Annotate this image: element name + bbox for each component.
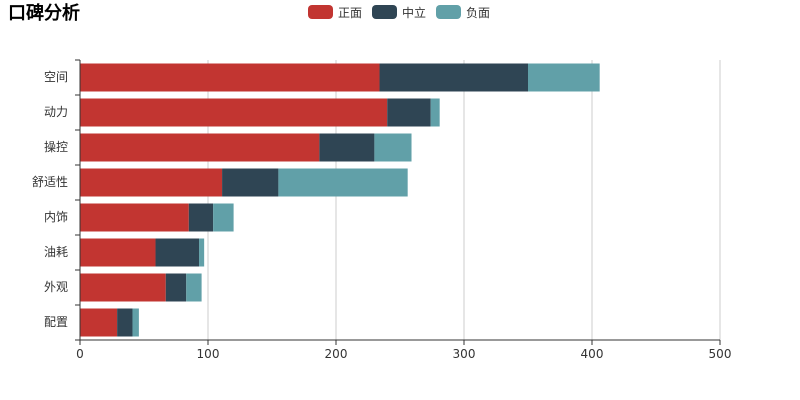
bar-操控-正面 [80, 133, 320, 162]
x-tick-label-2: 200 [325, 347, 348, 361]
bar-空间-负面 [528, 63, 600, 92]
legend: 正面 中立 负面 [308, 3, 500, 21]
bar-外观-中立 [165, 273, 187, 302]
bar-内饰-正面 [80, 203, 189, 232]
bar-舒适性-负面 [278, 168, 408, 197]
bar-外观-正面 [80, 273, 166, 302]
bar-油耗-正面 [80, 238, 156, 267]
x-tick-label-1: 100 [197, 347, 220, 361]
y-tick-label-4: 内饰 [44, 210, 68, 224]
legend-swatch-neutral [372, 5, 398, 19]
legend-item-positive[interactable]: 正面 [308, 4, 362, 21]
y-tick-label-0: 空间 [44, 70, 68, 84]
x-tick-label-3: 300 [453, 347, 476, 361]
bar-配置-中立 [117, 308, 133, 337]
y-tick-label-6: 外观 [44, 280, 68, 294]
bar-动力-中立 [387, 98, 431, 127]
bar-油耗-负面 [199, 238, 205, 267]
bar-舒适性-正面 [80, 168, 223, 197]
bar-动力-正面 [80, 98, 388, 127]
legend-label-negative: 负面 [466, 5, 491, 20]
bar-配置-正面 [80, 308, 118, 337]
bar-配置-负面 [132, 308, 139, 337]
legend-label-neutral: 中立 [402, 5, 427, 20]
bar-外观-负面 [186, 273, 202, 302]
y-tick-label-3: 舒适性 [32, 175, 68, 189]
bar-操控-负面 [374, 133, 412, 162]
y-tick-label-2: 操控 [44, 139, 68, 154]
x-tick-label-4: 400 [581, 347, 604, 361]
y-tick-label-5: 油耗 [44, 245, 68, 259]
legend-swatch-negative [436, 5, 462, 19]
x-tick-label-5: 500 [709, 347, 732, 361]
legend-swatch-positive [308, 5, 333, 19]
bar-空间-正面 [80, 63, 380, 92]
bar-内饰-负面 [213, 203, 234, 232]
chart-title: 口碑分析 [8, 3, 80, 24]
bar-舒适性-中立 [222, 168, 279, 197]
bar-空间-中立 [379, 63, 528, 92]
legend-label-positive: 正面 [338, 5, 363, 20]
legend-item-negative[interactable]: 负面 [436, 4, 490, 21]
y-tick-label-7: 配置 [44, 315, 68, 329]
y-tick-label-1: 动力 [44, 105, 68, 119]
x-tick-label-0: 0 [76, 347, 84, 361]
bar-油耗-中立 [155, 238, 200, 267]
bar-操控-中立 [319, 133, 375, 162]
bar-动力-负面 [430, 98, 440, 127]
legend-item-neutral[interactable]: 中立 [372, 4, 426, 21]
bar-内饰-中立 [188, 203, 214, 232]
